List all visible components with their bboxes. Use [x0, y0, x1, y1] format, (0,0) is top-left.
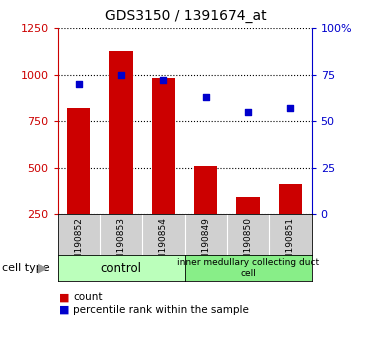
- Point: [203, 94, 209, 100]
- Text: GSM190851: GSM190851: [286, 217, 295, 273]
- Text: percentile rank within the sample: percentile rank within the sample: [73, 305, 249, 315]
- Text: count: count: [73, 292, 103, 302]
- Bar: [236, 198, 260, 214]
- Text: inner medullary collecting duct
cell: inner medullary collecting duct cell: [177, 258, 319, 278]
- Text: GSM190854: GSM190854: [159, 217, 168, 272]
- Point: [245, 109, 251, 115]
- Text: GSM190853: GSM190853: [116, 217, 125, 273]
- Bar: [152, 79, 175, 214]
- Point: [118, 72, 124, 78]
- Text: control: control: [101, 262, 142, 275]
- Text: ▶: ▶: [38, 262, 47, 275]
- Text: ■: ■: [59, 305, 70, 315]
- Text: GSM190852: GSM190852: [74, 217, 83, 272]
- Text: ■: ■: [59, 292, 70, 302]
- Point: [160, 78, 166, 83]
- Text: GSM190849: GSM190849: [201, 217, 210, 272]
- Bar: [279, 183, 302, 214]
- Point: [76, 81, 82, 87]
- Bar: [67, 108, 90, 214]
- Bar: [109, 51, 133, 214]
- Bar: [194, 166, 217, 214]
- Text: cell type: cell type: [2, 263, 49, 273]
- Text: GSM190850: GSM190850: [244, 217, 253, 273]
- Text: GDS3150 / 1391674_at: GDS3150 / 1391674_at: [105, 9, 266, 23]
- Point: [288, 105, 293, 111]
